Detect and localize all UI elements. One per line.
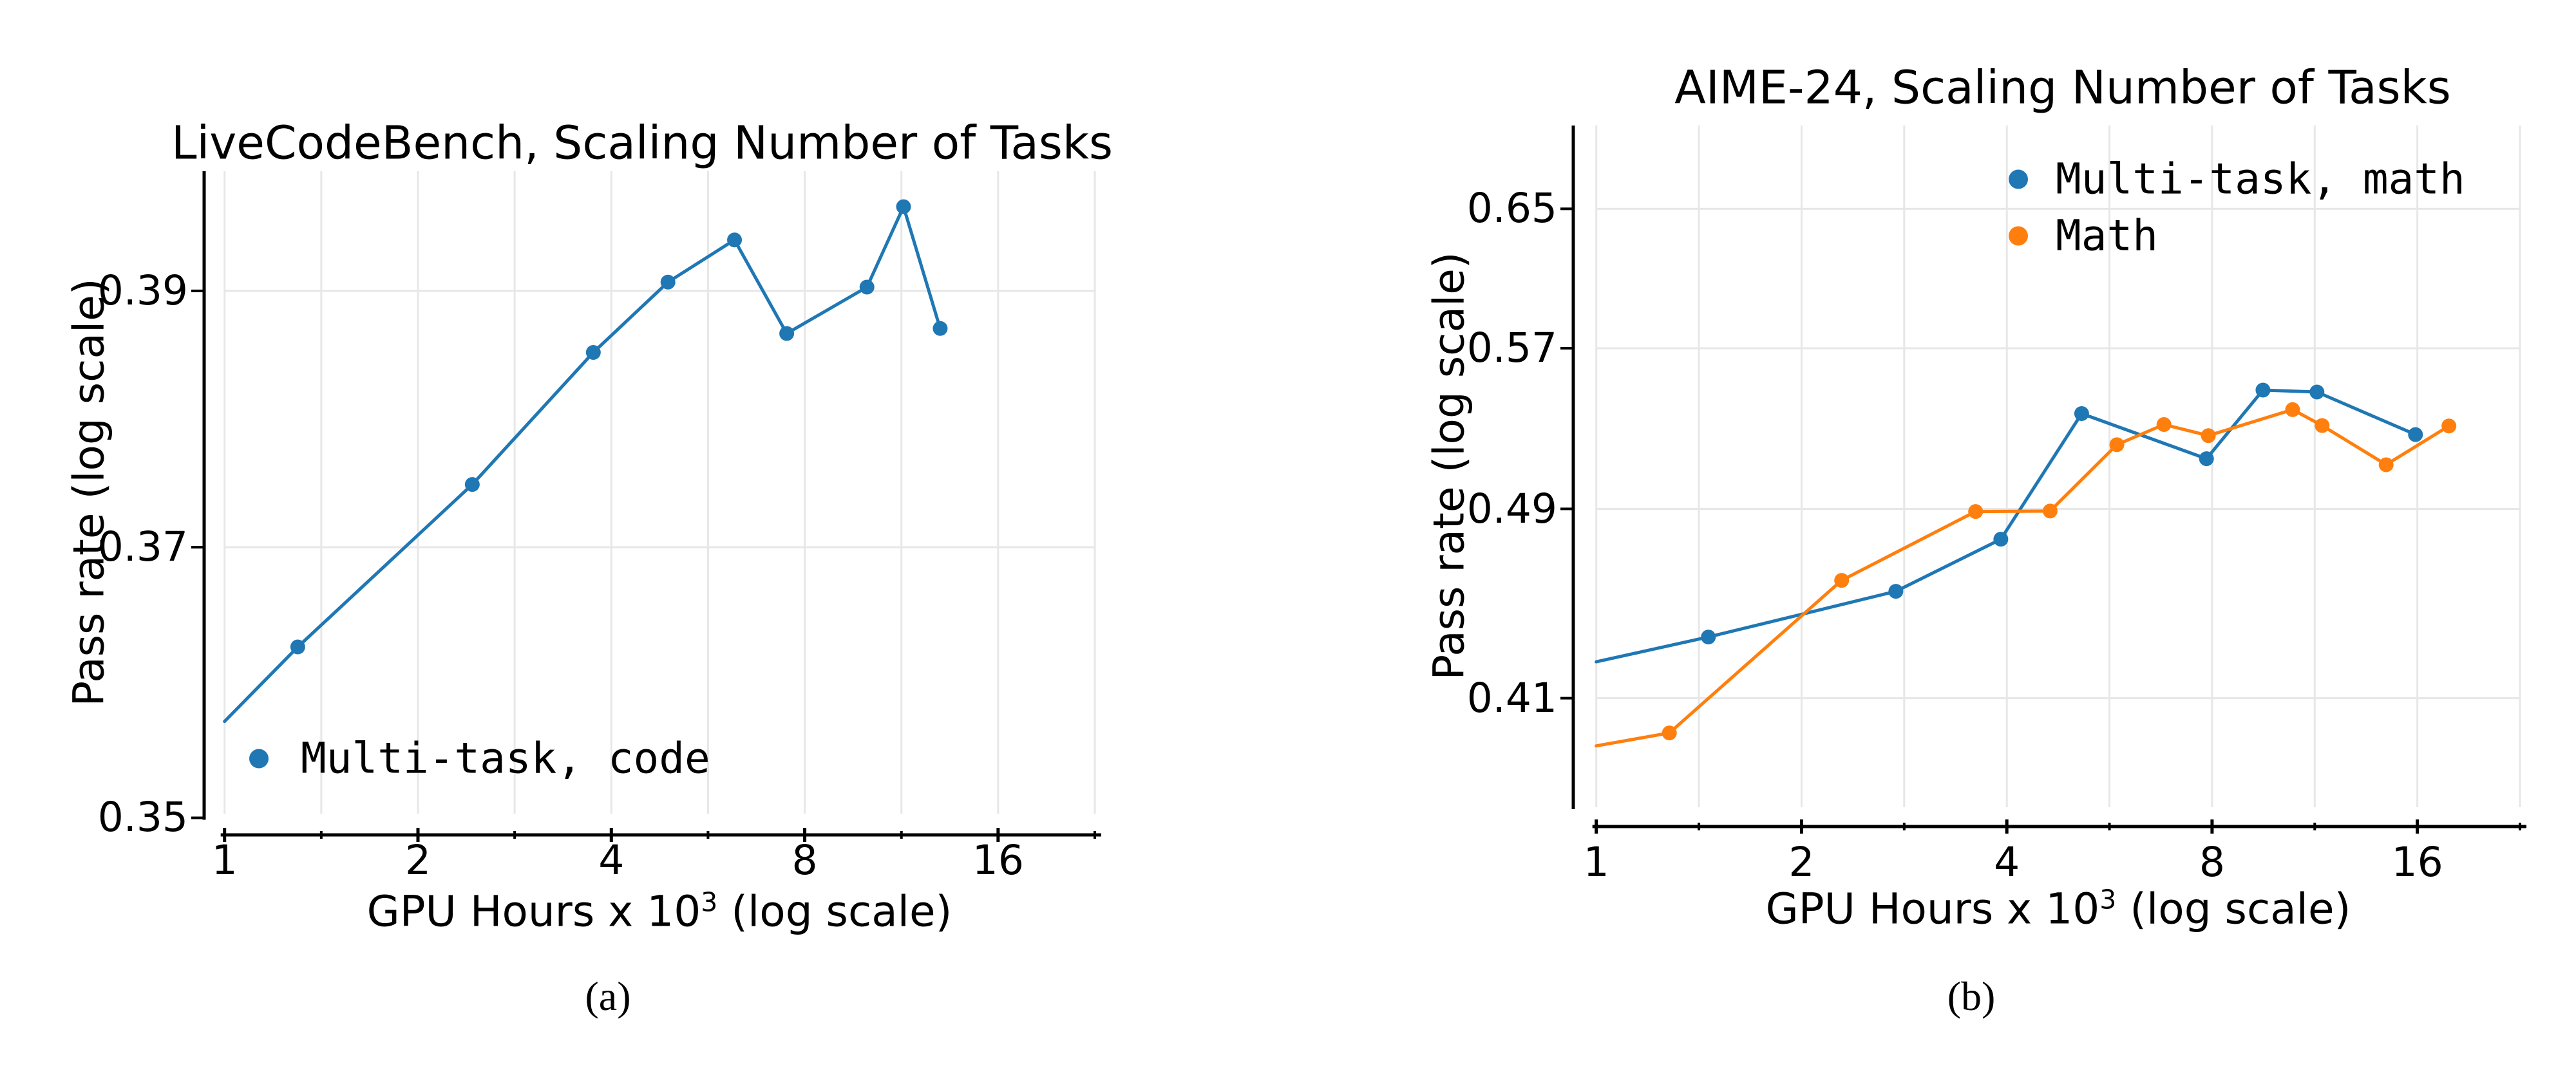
chart-b-legend-label-multitask: Multi-task, math xyxy=(2056,154,2465,204)
chart-a-x-axis-label-sup: 3 xyxy=(701,886,718,918)
chart-a-x-axis-label-pre: GPU Hours x 10 xyxy=(366,886,701,937)
data-point-marker xyxy=(2156,417,2172,433)
data-point-marker xyxy=(1834,573,1850,588)
data-point-marker xyxy=(660,274,676,290)
data-point-marker xyxy=(2074,406,2089,421)
chart-a-y-tick-label: 0.39 xyxy=(97,266,188,314)
chart-a-title: LiveCodeBench, Scaling Number of Tasks xyxy=(171,116,1113,170)
chart-b-x-axis-label: GPU Hours x 103 (log scale) xyxy=(1766,884,2351,934)
data-point-marker xyxy=(1662,725,1677,741)
chart-b-x-tick-label: 1 xyxy=(1583,839,1609,886)
chart-b-title: AIME-24, Scaling Number of Tasks xyxy=(1674,61,2451,115)
chart-b-caption: (b) xyxy=(1947,973,1996,1019)
data-point-marker xyxy=(1701,630,1716,645)
chart-b-x-tick-label: 2 xyxy=(1788,839,1815,886)
chart-a-y-tick-label: 0.37 xyxy=(97,523,188,571)
series-line xyxy=(223,205,942,724)
data-point-marker xyxy=(2042,503,2058,519)
chart-a-x-axis-label-post: (log scale) xyxy=(717,886,952,937)
chart-a-x-axis-label: GPU Hours x 103 (log scale) xyxy=(367,887,952,937)
chart-b-x-axis-label-post: (log scale) xyxy=(2116,884,2351,934)
chart-b-y-tick-label: 0.49 xyxy=(1466,485,1557,532)
chart-b-y-axis-label: Pass rate (log scale) xyxy=(1424,252,1474,680)
legend-marker-dot xyxy=(2009,226,2028,245)
data-point-marker xyxy=(464,477,480,492)
chart-b-x-tick-label: 4 xyxy=(1994,839,2020,886)
chart-b-y-tick-label: 0.57 xyxy=(1466,324,1557,372)
data-point-marker xyxy=(933,321,948,336)
series-line xyxy=(1595,407,2451,748)
chart-a-x-tick-label: 16 xyxy=(972,837,1024,884)
data-point-marker xyxy=(2378,457,2394,472)
data-point-marker xyxy=(2309,384,2325,400)
chart-a-x-tick-label: 2 xyxy=(404,837,431,884)
chart-b-legend-item-multitask: Multi-task, math xyxy=(2009,154,2465,204)
data-point-marker xyxy=(2285,402,2300,417)
chart-a-x-tick-label: 1 xyxy=(211,837,238,884)
data-point-marker xyxy=(290,639,305,655)
chart-b-x-axis-label-sup: 3 xyxy=(2099,884,2117,915)
data-point-marker xyxy=(859,279,875,295)
data-point-marker xyxy=(2408,427,2423,442)
data-point-marker xyxy=(2315,418,2330,433)
data-point-marker xyxy=(896,199,911,214)
chart-a-legend-label: Multi-task, code xyxy=(301,733,710,783)
chart-a-legend-item: Multi-task, code xyxy=(249,734,710,783)
data-point-marker xyxy=(2201,428,2216,444)
chart-b-y-tick-label: 0.65 xyxy=(1466,185,1557,232)
chart-b-x-axis-label-pre: GPU Hours x 10 xyxy=(1765,884,2100,934)
data-point-marker xyxy=(1968,504,1984,519)
chart-b-x-tick-label: 16 xyxy=(2391,839,2443,886)
data-point-marker xyxy=(2109,437,2125,453)
chart-b-legend-label-math: Math xyxy=(2056,210,2158,261)
legend-marker-dot xyxy=(249,749,269,768)
chart-a-caption: (a) xyxy=(585,973,631,1019)
chart-b-legend-item-math: Math xyxy=(2009,211,2158,261)
chart-a-y-axis-label: Pass rate (log scale) xyxy=(64,278,114,707)
chart-a-y-tick-label: 0.35 xyxy=(97,794,188,841)
data-point-marker xyxy=(2255,382,2271,398)
data-point-marker xyxy=(727,232,743,248)
data-point-marker xyxy=(779,326,795,341)
legend-marker-dot xyxy=(2009,169,2028,189)
chart-b-x-tick-label: 8 xyxy=(2199,839,2225,886)
data-point-marker xyxy=(1993,532,2009,547)
chart-a-x-tick-label: 8 xyxy=(791,837,818,884)
data-point-marker xyxy=(585,345,601,360)
data-point-marker xyxy=(2441,418,2457,434)
chart-b-y-tick-label: 0.41 xyxy=(1466,674,1557,722)
chart-a-x-tick-label: 4 xyxy=(598,837,625,884)
data-point-marker xyxy=(1888,584,1904,599)
data-point-marker xyxy=(2199,451,2214,467)
